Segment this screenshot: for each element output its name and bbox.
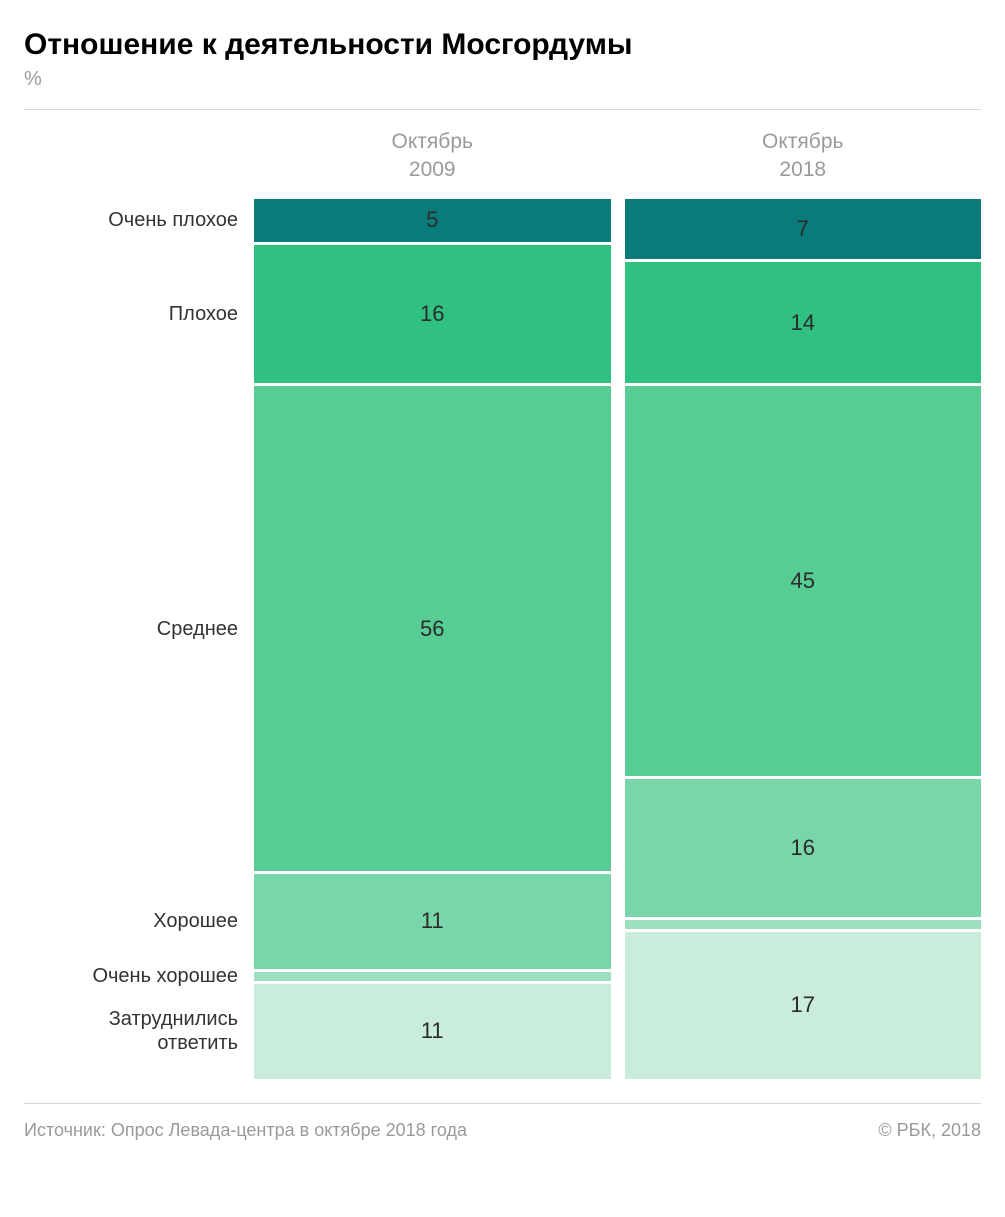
segment-dont_know-col1: 17 [625,932,982,1079]
segment-good-col0: 11 [254,874,611,969]
column-headers: Октябрь2009 Октябрь2018 [24,128,981,185]
category-label-bad: Плохое [169,302,238,326]
column-header-0: Октябрь2009 [254,128,611,185]
segment-good-col1: 16 [625,779,982,917]
segment-bad-col1: 14 [625,262,982,383]
chart-footer: Источник: Опрос Левада-центра в октябре … [24,1103,981,1141]
segment-average-col1: 45 [625,386,982,775]
segment-very_bad-col0: 5 [254,199,611,242]
segment-very_good-col0 [254,972,611,981]
chart-title: Отношение к деятельности Мосгордумы [24,28,981,62]
column-header-1: Октябрь2018 [625,128,982,185]
stack-column-1: 7144516 17 [625,199,982,1079]
stack-column-0: 516561111 [254,199,611,1079]
segment-bad-col0: 16 [254,245,611,383]
divider [24,109,981,110]
segment-dont_know-col0: 11 [254,984,611,1079]
segment-very_bad-col1: 7 [625,199,982,260]
category-label-very_bad: Очень плохое [108,208,238,232]
category-label-dont_know: Затруднилисьответить [109,1007,238,1055]
segment-average-col0: 56 [254,386,611,870]
footer-source: Источник: Опрос Левада-центра в октябре … [24,1120,467,1141]
footer-credit: © РБК, 2018 [878,1120,981,1141]
category-labels: Очень плохое Плохое Среднее Хорошее Очень хо… [24,199,254,1079]
category-label-average: Среднее [157,617,238,641]
category-label-very_good: Очень хорошее [92,964,238,988]
chart-body: Очень плохое Плохое Среднее Хорошее Очень хо… [24,199,981,1079]
segment-very_good-col1 [625,920,982,929]
chart-subtitle: % [24,68,981,91]
category-label-good: Хорошее [153,909,238,933]
